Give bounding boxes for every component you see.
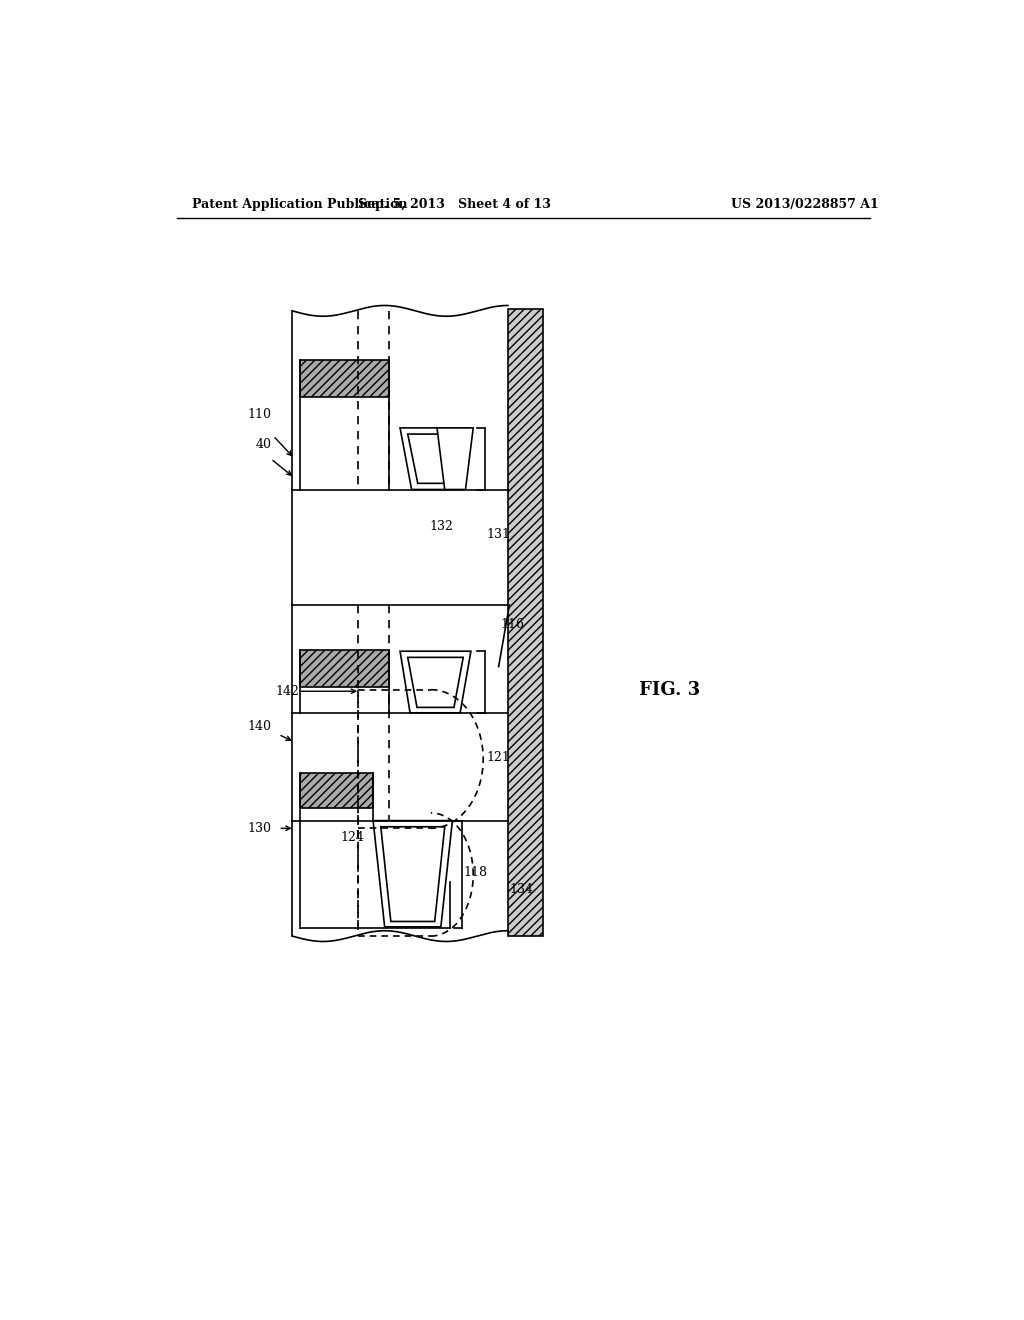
Polygon shape bbox=[300, 360, 388, 397]
Text: 121: 121 bbox=[486, 751, 510, 764]
Text: Sep. 5, 2013   Sheet 4 of 13: Sep. 5, 2013 Sheet 4 of 13 bbox=[357, 198, 550, 211]
Text: 142: 142 bbox=[275, 685, 299, 698]
Text: 124: 124 bbox=[340, 832, 364, 843]
Text: FIG. 3: FIG. 3 bbox=[639, 681, 699, 698]
Text: 110: 110 bbox=[248, 408, 271, 421]
Text: 40: 40 bbox=[255, 438, 271, 451]
Polygon shape bbox=[400, 428, 469, 490]
Text: 132: 132 bbox=[429, 520, 454, 533]
Polygon shape bbox=[300, 649, 388, 686]
Polygon shape bbox=[300, 774, 373, 808]
Polygon shape bbox=[400, 651, 471, 713]
Polygon shape bbox=[408, 657, 463, 708]
Polygon shape bbox=[381, 826, 444, 921]
Text: 134: 134 bbox=[509, 883, 534, 896]
Text: 131: 131 bbox=[486, 528, 510, 541]
Text: 130: 130 bbox=[248, 822, 271, 834]
Polygon shape bbox=[408, 434, 462, 483]
Text: 140: 140 bbox=[248, 721, 271, 733]
Polygon shape bbox=[508, 309, 543, 936]
Text: US 2013/0228857 A1: US 2013/0228857 A1 bbox=[731, 198, 879, 211]
Text: 116: 116 bbox=[500, 618, 524, 631]
Polygon shape bbox=[373, 821, 453, 927]
Polygon shape bbox=[437, 428, 473, 490]
Text: Patent Application Publication: Patent Application Publication bbox=[193, 198, 408, 211]
Text: 118: 118 bbox=[463, 866, 487, 879]
